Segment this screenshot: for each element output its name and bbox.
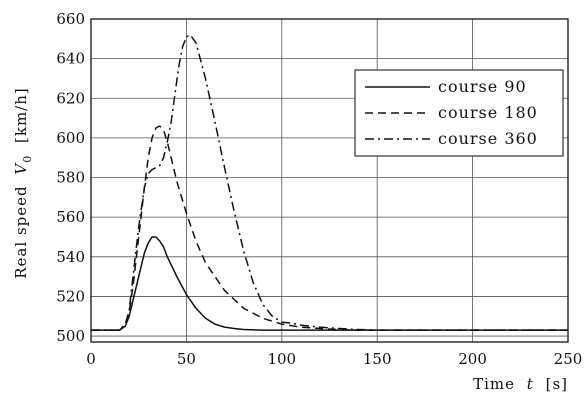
y-axis-label-subscript: 0 xyxy=(21,155,34,163)
y-axis-label: Real speed V0 [km/h] xyxy=(12,87,35,278)
x-tick-label: 0 xyxy=(86,350,96,368)
x-tick-label: 150 xyxy=(363,350,392,368)
legend-label-course-360: course 360 xyxy=(438,129,538,148)
x-tick-label: 50 xyxy=(177,350,196,368)
series-line-course-360 xyxy=(91,33,568,331)
y-axis-label-text: Real speed xyxy=(12,185,30,278)
y-tick-label: 660 xyxy=(56,10,85,28)
y-axis-label-symbol: V xyxy=(12,162,30,175)
x-tick-label: 200 xyxy=(458,350,487,368)
y-tick-label: 520 xyxy=(56,287,85,305)
y-tick-label: 640 xyxy=(56,50,85,68)
y-tick-label: 620 xyxy=(56,89,85,107)
y-tick-label: 500 xyxy=(56,327,85,345)
y-tick-label: 560 xyxy=(56,208,85,226)
x-axis-label-symbol: t xyxy=(527,375,534,393)
y-tick-label: 540 xyxy=(56,248,85,266)
x-axis-label: Time t [s] xyxy=(473,375,568,393)
x-axis-label-unit: [s] xyxy=(546,375,568,393)
grid xyxy=(91,19,568,342)
series-line-course-90 xyxy=(91,236,568,331)
series-layer xyxy=(91,33,568,331)
legend-box xyxy=(354,69,564,157)
legend: course 90 course 180 course 360 xyxy=(354,69,564,157)
y-tick-label: 600 xyxy=(56,129,85,147)
x-tick-label: 250 xyxy=(554,350,583,368)
series-line-course-180 xyxy=(91,125,568,331)
y-tick-label: 580 xyxy=(56,169,85,187)
x-axis-label-text: Time xyxy=(473,375,515,393)
tick-labels: 0 50 100 150 200 250 500 520 540 560 580 600 620 640 6… xyxy=(56,10,582,368)
legend-label-course-90: course 90 xyxy=(438,77,527,96)
legend-label-course-180: course 180 xyxy=(438,103,538,122)
y-axis-label-unit: [km/h] xyxy=(12,87,30,143)
plot-frame xyxy=(90,18,569,343)
x-tick-label: 100 xyxy=(267,350,296,368)
